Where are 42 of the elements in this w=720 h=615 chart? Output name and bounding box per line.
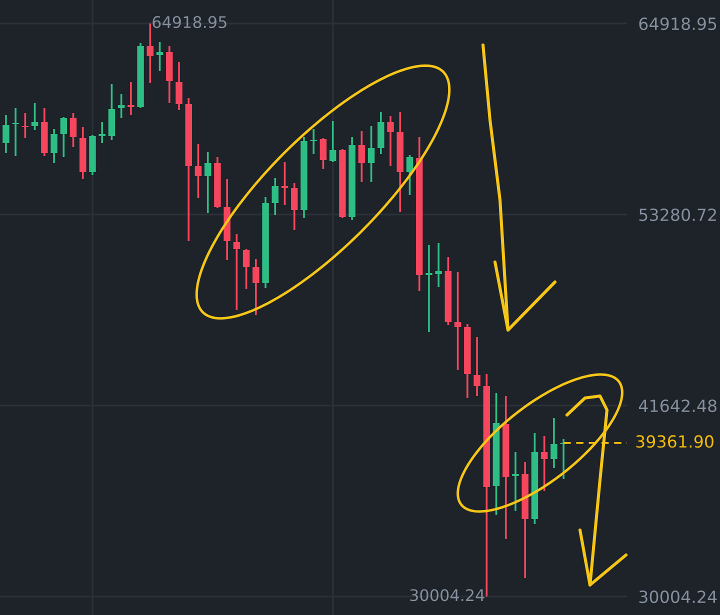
candlestick <box>387 115 394 167</box>
candlestick <box>12 107 19 157</box>
candlestick <box>242 248 250 290</box>
candlestick <box>204 151 212 214</box>
candlestick <box>291 182 298 231</box>
candlestick <box>233 233 240 311</box>
candlestick <box>118 93 125 119</box>
y-tick-label: 30004.24 <box>639 590 717 604</box>
candlestick <box>50 128 58 164</box>
ref-line-label: 39361.90 <box>636 435 714 448</box>
candlestick <box>98 121 106 144</box>
candlestick <box>128 81 134 116</box>
candlestick <box>368 125 375 183</box>
candlestick <box>252 258 260 316</box>
candlestick <box>22 112 29 139</box>
candlestick <box>194 143 202 199</box>
candlestick <box>426 244 432 333</box>
y-tick-label: 53280.72 <box>639 208 716 222</box>
candlestick <box>512 451 519 512</box>
candlestick <box>540 435 548 492</box>
candlestick <box>474 336 480 397</box>
y-tick-label: 41642.48 <box>638 399 716 412</box>
candlestick <box>272 177 279 216</box>
candlestick <box>146 22 154 84</box>
candlestick <box>2 114 10 154</box>
candlestick <box>406 154 414 196</box>
candlestick <box>435 242 442 288</box>
annotation: 30004.24 <box>410 589 484 602</box>
candlestick <box>70 112 77 148</box>
candlestick <box>320 137 327 170</box>
candlestick <box>281 161 288 206</box>
candlestick <box>329 120 336 163</box>
candlestick <box>310 128 317 155</box>
candlestick <box>60 116 68 158</box>
candlestick <box>358 130 366 183</box>
candlestick <box>156 41 164 72</box>
candlestick <box>454 271 462 371</box>
candlestick <box>176 61 182 111</box>
annotation: 64918.95 <box>152 16 226 28</box>
candlestick <box>550 417 558 469</box>
y-tick-label: 64918.95 <box>639 17 716 30</box>
candlestick <box>31 102 38 131</box>
